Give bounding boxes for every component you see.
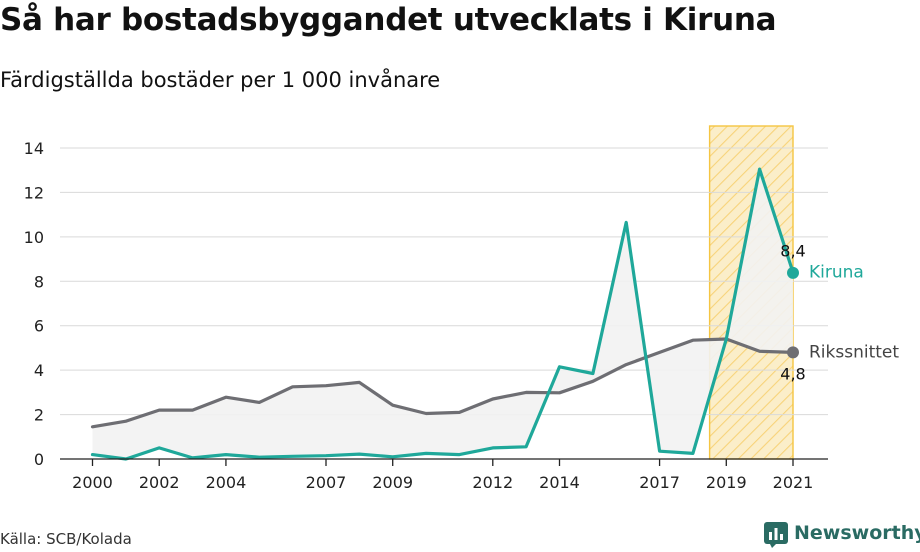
series-line-kiruna (90, 167, 795, 461)
x-tick-label: 2019 (706, 473, 747, 492)
y-tick-label: 10 (24, 228, 44, 247)
x-tick-label: 2021 (773, 473, 814, 492)
bar-chart-icon (764, 522, 788, 548)
chart-title: Så har bostadsbyggandet utvecklats i Kir… (0, 2, 777, 38)
x-tick-label: 2017 (639, 473, 680, 492)
x-tick-label: 2014 (539, 473, 580, 492)
gap-area (92, 169, 793, 459)
end-value-kiruna: 8,4 (780, 241, 805, 260)
brand-name: Newsworthy (794, 522, 920, 544)
x-tick-label: 2012 (472, 473, 513, 492)
y-tick-label: 12 (24, 183, 44, 202)
chart-subtitle: Färdigställda bostäder per 1 000 invånar… (0, 68, 441, 92)
x-tick-label: 2002 (139, 473, 180, 492)
y-tick-label: 2 (34, 406, 44, 425)
newsworthy-logo: Newsworthy (764, 520, 920, 550)
y-tick-label: 4 (34, 361, 44, 380)
line-chart: 0 2 4 6 8 10 12 14 2000 2002 2004 2007 2009 2012 2014 2… (24, 125, 899, 492)
series-label-rikssnittet: Rikssnittet (809, 342, 899, 362)
end-value-rikssnittet: 4,8 (780, 364, 805, 383)
y-tick-label: 8 (34, 272, 44, 291)
source-note: Källa: SCB/Kolada (0, 530, 132, 548)
x-tick-label: 2000 (72, 473, 113, 492)
y-tick-label: 14 (24, 139, 44, 158)
end-point-rikssnittet (787, 346, 799, 359)
y-tick-label: 0 (34, 450, 44, 469)
y-tick-label: 6 (34, 317, 44, 336)
series-line-rikssnittet (90, 337, 795, 429)
x-tick-label: 2007 (306, 473, 347, 492)
end-point-kiruna (787, 266, 799, 279)
x-tick-label: 2009 (372, 473, 413, 492)
series-label-kiruna: Kiruna (809, 262, 864, 282)
x-tick-label: 2004 (206, 473, 247, 492)
